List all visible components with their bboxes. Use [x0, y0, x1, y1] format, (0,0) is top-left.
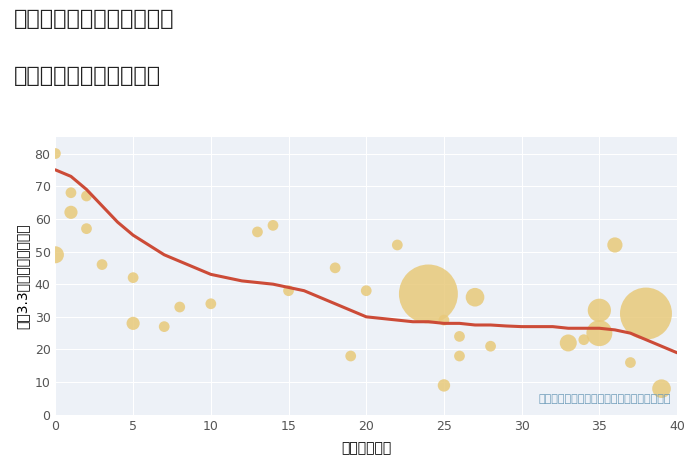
Text: 円の大きさは、取引のあった物件面積を示す: 円の大きさは、取引のあった物件面積を示す [538, 394, 671, 404]
Point [485, 343, 496, 350]
Point [578, 336, 589, 344]
Point [345, 352, 356, 360]
Point [625, 359, 636, 366]
X-axis label: 築年数（年）: 築年数（年） [341, 441, 391, 455]
Point [454, 352, 465, 360]
Point [65, 209, 76, 216]
Point [609, 241, 620, 249]
Point [360, 287, 372, 295]
Point [127, 274, 139, 282]
Point [330, 264, 341, 272]
Point [438, 316, 449, 324]
Point [594, 329, 605, 337]
Point [50, 251, 61, 258]
Point [205, 300, 216, 307]
Point [97, 261, 108, 268]
Point [283, 287, 294, 295]
Point [423, 290, 434, 298]
Text: 築年数別中古戸建て価格: 築年数別中古戸建て価格 [14, 66, 161, 86]
Text: 三重県津市芸濃町雲林院の: 三重県津市芸濃町雲林院の [14, 9, 174, 30]
Point [392, 241, 403, 249]
Point [174, 303, 186, 311]
Point [470, 293, 481, 301]
Point [159, 323, 170, 330]
Point [65, 189, 76, 196]
Point [640, 310, 652, 317]
Point [438, 382, 449, 389]
Point [594, 306, 605, 314]
Point [454, 333, 465, 340]
Y-axis label: 坪（3.3㎡）単価（万円）: 坪（3.3㎡）単価（万円） [15, 223, 29, 329]
Point [267, 222, 279, 229]
Point [81, 225, 92, 232]
Point [50, 150, 61, 157]
Point [252, 228, 263, 235]
Point [81, 192, 92, 200]
Point [127, 320, 139, 327]
Point [563, 339, 574, 347]
Point [656, 385, 667, 392]
